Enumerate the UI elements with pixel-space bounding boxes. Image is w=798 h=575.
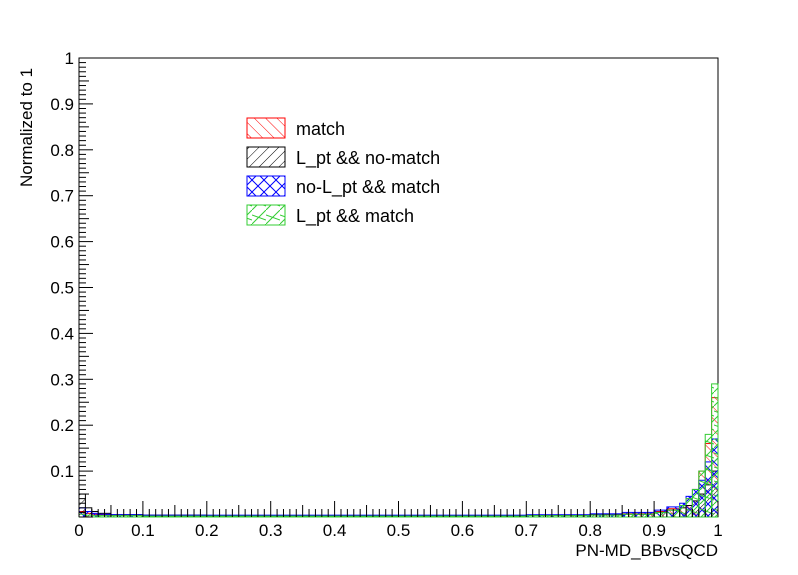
legend-label: no-L_pt && match [296,177,440,198]
bar [685,498,693,518]
x-axis-label: PN-MD_BBvsQCD [575,541,718,560]
legend-item: match [246,117,345,139]
series-0 [78,397,719,518]
histogram-bars [78,383,719,518]
x-tick-label: 0.2 [195,521,219,540]
plot-area [78,57,719,518]
y-tick-label: 0.1 [50,462,74,481]
y-tick-label: 0.4 [50,324,74,343]
bar [589,514,623,518]
y-tick-label: 0.9 [50,95,74,114]
x-tick-label: 0.7 [514,521,538,540]
y-tick-label: 0.7 [50,187,74,206]
legend-swatch [246,146,286,168]
legend-label: L_pt && no-match [296,148,440,169]
legend: match L_pt && no-match no-L_pt && match L_p… [246,117,440,227]
legend-swatch [246,175,286,197]
y-tick-label: 0.2 [50,416,74,435]
x-tick-label: 0.8 [578,521,602,540]
x-tick-label: 0.1 [131,521,155,540]
series-3 [78,383,719,518]
y-tick-label: 0.5 [50,279,74,298]
y-tick-label: 0.6 [50,233,74,252]
y-tick-label: 0.3 [50,370,74,389]
x-tick-label: 0.9 [642,521,666,540]
bar [621,513,655,518]
bar [110,515,144,518]
y-axis-ticks: 0.1 0.2 0.3 0.4 0.5 0.6 0.7 0.8 0.9 1 [50,49,93,518]
x-tick-label: 1 [713,521,722,540]
y-tick-label: 1 [65,49,74,68]
x-tick-label: 0.3 [259,521,283,540]
x-tick-label: 0.4 [323,521,347,540]
legend-item: L_pt && match [246,204,414,227]
bar [691,488,700,518]
legend-item: no-L_pt && match [246,175,440,198]
bar [679,505,687,518]
x-axis-ticks: 0 0.1 0.2 0.3 0.4 0.5 0.6 0.7 0.8 0.9 1 [74,501,723,540]
x-tick-label: 0.6 [451,521,475,540]
bar [698,470,706,518]
x-tick-label: 0 [74,521,83,540]
x-tick-label: 0.5 [387,521,411,540]
legend-label: L_pt && match [296,206,414,227]
y-tick-label: 0.8 [50,141,74,160]
bar [711,383,719,518]
legend-label: match [296,119,345,139]
legend-swatch [246,117,286,139]
bar [704,433,713,518]
legend-swatch [246,204,286,226]
legend-item: L_pt && no-match [246,146,440,169]
plot-frame [78,57,719,518]
y-axis-label: Normalized to 1 [17,68,36,187]
